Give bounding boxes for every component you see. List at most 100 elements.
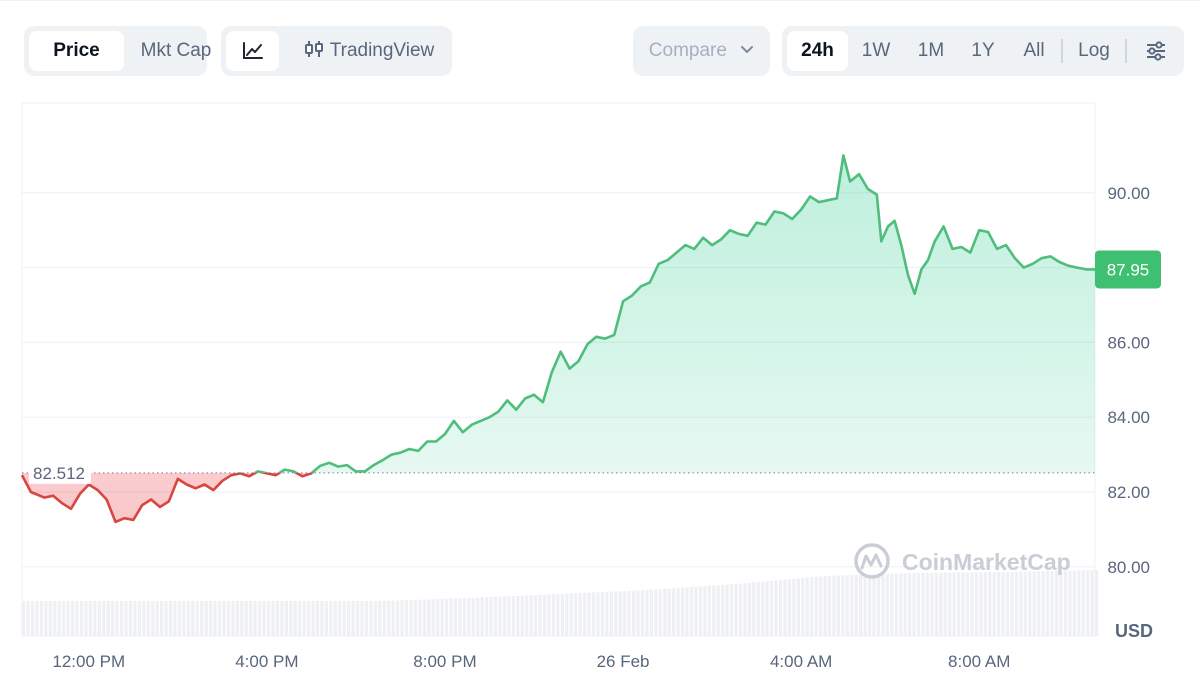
reference-price-label: 82.512 xyxy=(29,461,91,484)
volume-bar xyxy=(173,601,177,636)
volume-bar xyxy=(26,601,30,636)
volume-bar xyxy=(222,601,226,636)
volume-bar xyxy=(387,600,391,636)
volume-bar xyxy=(631,590,636,636)
volume-bar xyxy=(551,594,556,636)
volume-bar xyxy=(320,601,324,636)
x-tick-label: 8:00 PM xyxy=(413,652,476,671)
volume-bar xyxy=(391,600,395,636)
volume-bar xyxy=(997,572,1001,636)
volume-bar xyxy=(988,572,992,636)
range-1w[interactable]: 1W xyxy=(861,40,891,61)
volume-bar xyxy=(765,581,769,636)
volume-bar xyxy=(738,583,743,636)
line-chart-button[interactable] xyxy=(226,31,279,71)
tab-price[interactable]: Price xyxy=(29,31,124,71)
volume-bar xyxy=(133,601,137,636)
volume-bar xyxy=(818,576,823,636)
y-axis: 80.00 82.00 84.00 86.00 90.00 xyxy=(1107,184,1150,577)
volume-bar xyxy=(854,574,858,636)
watermark: CoinMarketCap xyxy=(854,543,1071,579)
volume-bar xyxy=(155,601,159,636)
volume-bar xyxy=(658,589,662,636)
volume-bar xyxy=(467,598,471,636)
volume-bar xyxy=(253,601,257,636)
y-tick-label: 90.00 xyxy=(1107,184,1150,203)
volume-bar xyxy=(88,601,93,636)
volume-bar xyxy=(485,597,489,636)
compare-button[interactable]: Compare xyxy=(633,31,770,71)
volume-bar xyxy=(471,597,475,636)
volume-bar xyxy=(1014,571,1019,636)
volume-bar xyxy=(284,601,288,636)
volume-bar xyxy=(721,584,725,636)
volume-bar xyxy=(970,572,974,636)
volume-bar xyxy=(948,572,952,636)
range-24h[interactable]: 24h xyxy=(787,31,848,71)
volume-bar xyxy=(137,601,142,636)
volume-bar xyxy=(480,597,484,636)
volume-bar xyxy=(146,601,150,636)
volume-bar xyxy=(783,579,787,636)
volume-bar xyxy=(324,601,329,636)
volume-bar xyxy=(119,601,124,636)
price-line xyxy=(20,154,1095,524)
volume-bar xyxy=(182,601,186,636)
volume-bar xyxy=(106,601,110,636)
volume-bar xyxy=(200,601,204,636)
volume-bar xyxy=(912,573,916,636)
current-price-text: 87.95 xyxy=(1107,260,1150,279)
volume-bars xyxy=(22,570,1099,636)
top-divider xyxy=(0,0,1200,1)
volume-bar xyxy=(556,594,560,636)
volume-bar xyxy=(983,572,987,636)
volume-bar xyxy=(716,585,720,636)
tradingview-button[interactable]: TradingView xyxy=(289,31,449,71)
volume-bar xyxy=(867,574,872,636)
volume-bar xyxy=(965,572,970,636)
volume-bar xyxy=(418,599,422,636)
volume-bar xyxy=(266,601,271,636)
volume-bar xyxy=(1005,571,1010,636)
volume-bar xyxy=(810,577,814,636)
log-scale-toggle[interactable]: Log xyxy=(1078,40,1110,61)
volume-bar xyxy=(476,597,480,636)
tab-mkt-cap[interactable]: Mkt Cap xyxy=(140,40,212,61)
volume-bar xyxy=(257,601,262,636)
volume-bar xyxy=(836,575,841,636)
volume-bar xyxy=(747,582,751,636)
volume-bar xyxy=(462,598,467,636)
tradingview-label: TradingView xyxy=(329,40,435,61)
chart-type-group: TradingView xyxy=(221,26,452,76)
volume-bar xyxy=(801,578,805,636)
volume-bar xyxy=(961,572,965,636)
volume-bar xyxy=(413,599,418,636)
volume-bar xyxy=(916,572,921,636)
range-all[interactable]: All xyxy=(1023,40,1045,61)
price-line-down xyxy=(20,472,314,524)
volume-bar xyxy=(578,593,582,636)
x-tick-label: 8:00 AM xyxy=(948,652,1010,671)
volume-bar xyxy=(654,589,658,636)
range-1m[interactable]: 1M xyxy=(917,40,945,61)
volume-bar xyxy=(142,601,146,636)
volume-bar xyxy=(280,601,284,636)
volume-bar xyxy=(761,581,765,636)
volume-bar xyxy=(115,601,119,636)
x-tick-label: 12:00 PM xyxy=(52,652,125,671)
volume-bar xyxy=(805,577,809,636)
volume-bar xyxy=(881,574,885,636)
compare-dropdown[interactable]: Compare xyxy=(633,26,770,76)
volume-bar xyxy=(689,587,694,636)
volume-bar xyxy=(827,575,832,636)
volume-bar xyxy=(1001,572,1005,636)
volume-bar xyxy=(712,585,716,636)
volume-bar xyxy=(244,601,248,636)
volume-bar xyxy=(128,601,133,636)
volume-bar xyxy=(729,584,734,636)
chart-settings-button[interactable] xyxy=(1134,31,1178,71)
volume-bar xyxy=(516,595,520,636)
range-1y[interactable]: 1Y xyxy=(971,40,995,61)
